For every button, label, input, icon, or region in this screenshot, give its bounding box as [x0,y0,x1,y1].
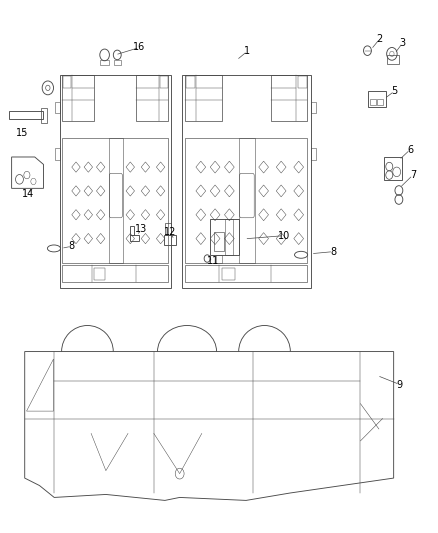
Bar [41,108,47,123]
Bar [214,232,224,251]
Bar [63,265,168,282]
Bar [215,255,223,263]
Text: 16: 16 [134,43,146,52]
Bar [271,75,307,121]
Bar [368,91,386,107]
Bar [130,225,134,235]
Bar [311,149,316,160]
Text: 11: 11 [207,256,219,266]
Bar [185,265,307,282]
Text: 8: 8 [68,241,74,251]
Bar [55,149,60,160]
Text: 6: 6 [407,144,413,155]
Bar [387,55,399,64]
Bar [378,99,383,105]
Text: 2: 2 [377,34,383,44]
Bar [63,77,71,88]
Bar [222,268,235,280]
Text: 8: 8 [330,247,336,256]
Bar [185,138,307,263]
Bar [297,77,307,88]
Bar [165,223,171,235]
Text: 5: 5 [392,86,398,96]
Bar [159,77,168,88]
Bar [63,75,94,121]
Text: 13: 13 [135,224,148,235]
Bar [137,75,168,121]
Bar [63,138,168,263]
Text: 10: 10 [278,231,290,241]
Bar [185,75,222,121]
Bar [100,60,109,65]
Text: 1: 1 [244,46,251,56]
Text: 3: 3 [399,38,406,48]
Bar [370,99,376,105]
Bar [55,102,60,114]
Text: 14: 14 [21,189,34,199]
Bar [182,75,311,288]
Text: 7: 7 [410,170,416,180]
Bar [9,111,43,119]
Bar [109,138,123,263]
Bar [60,75,171,288]
Bar [186,77,195,88]
Text: 12: 12 [164,228,176,238]
Bar [210,219,239,255]
Bar [239,138,255,263]
Bar [164,235,176,245]
Text: 15: 15 [15,127,28,138]
Bar [94,268,106,280]
Bar [130,235,139,241]
Bar [225,219,233,255]
Bar [311,102,316,114]
Bar [114,60,121,65]
Text: 9: 9 [397,379,403,390]
